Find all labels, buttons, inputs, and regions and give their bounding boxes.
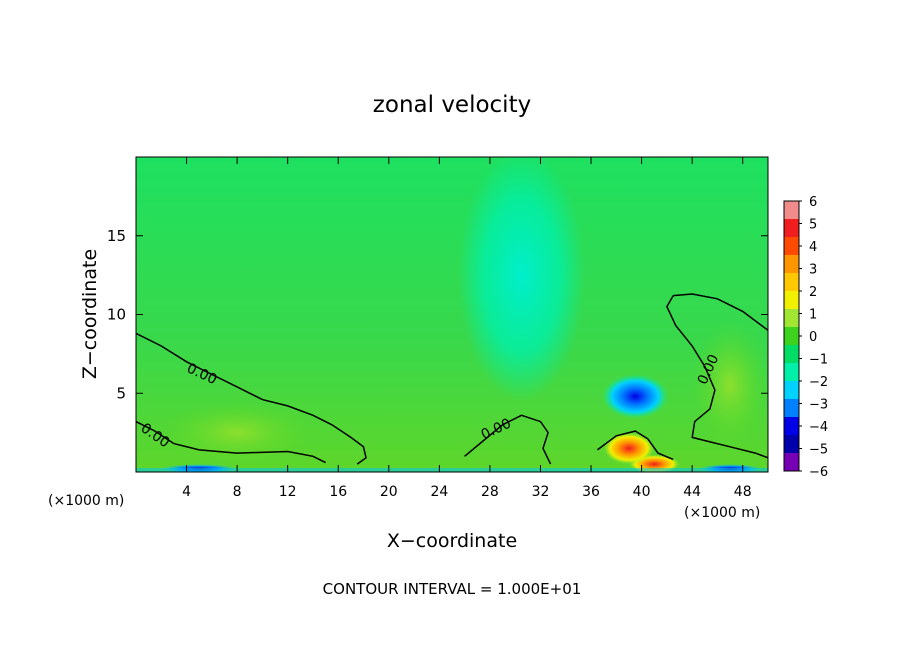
colorbar-swatch-3 [784,255,799,274]
contour-line-2 [464,414,552,465]
colorbar-swatch-14 [784,453,799,472]
colorbar-swatch-10 [784,381,799,400]
field-feature-5 [161,401,313,465]
colorbar-tick-label-0: 6 [809,195,817,210]
x-tick-label-1: 8 [233,484,242,500]
field-feature-6 [692,322,768,449]
y-tick-label-1: 10 [107,306,126,324]
zero-contours [136,293,768,465]
contour-interval-note: CONTOUR INTERVAL = 1.000E+01 [323,580,582,598]
velocity-field [136,157,768,472]
contour-line-0 [136,332,367,465]
colorbar-tick-label-6: 0 [809,330,817,345]
contour-line-5 [596,430,674,461]
x-tick-label-10: 44 [683,484,701,500]
colorbar-swatch-11 [784,399,799,418]
colorbar-tick-label-8: −2 [809,375,828,390]
x-tick-label-7: 32 [532,484,550,500]
surface-layer [136,468,768,472]
y-tick-label-2: 15 [107,227,126,245]
colorbar-swatch-9 [784,363,799,382]
colorbar-swatch-6 [784,309,799,328]
colorbar-swatch-7 [784,327,799,346]
x-tick-label-0: 4 [182,484,191,500]
field-feature-0 [602,374,669,419]
colorbar-swatch-5 [784,291,799,310]
x-unit-left: (×1000 m) [48,493,124,509]
y-axis-label: Z−coordinate [79,249,101,379]
contour-line-1 [136,420,326,464]
colorbar-tick-label-12: −6 [809,465,828,480]
colorbar-tick-label-9: −3 [809,398,828,413]
colorbar-swatch-4 [784,273,799,292]
colorbar-tick-label-2: 4 [809,240,817,255]
colorbar: 6 5 4 3 2 1 0 −1 −2 −3 −4 −5 −6 [783,195,828,480]
x-tick-label-5: 24 [430,484,448,500]
field-feature-7 [603,432,655,465]
colorbar-tick-label-4: 2 [809,285,817,300]
y-tick-label-0: 5 [116,384,126,402]
colorbar-tick-label-7: −1 [809,353,828,368]
chart-title: zonal velocity [373,92,531,118]
colorbar-swatch-13 [784,435,799,454]
x-tick-label-11: 48 [734,484,752,500]
x-tick-label-3: 16 [329,484,347,500]
x-axis-label: X−coordinate [387,530,517,552]
colorbar-tick-label-11: −5 [809,443,828,458]
x-tick-label-9: 40 [633,484,651,500]
colorbar-swatch-8 [784,345,799,364]
colorbar-tick-label-1: 5 [809,218,817,233]
colorbar-swatch-1 [784,219,799,238]
contour-line-4 [673,293,768,331]
x-unit-right: (×1000 m) [684,505,760,521]
x-tick-label-2: 12 [279,484,297,500]
field-feature-1 [458,157,585,402]
colorbar-swatch-0 [784,201,799,220]
x-tick-label-8: 36 [582,484,600,500]
colorbar-tick-label-5: 1 [809,308,817,323]
x-tick-label-4: 20 [380,484,398,500]
contour-line-3 [666,295,768,459]
colorbar-tick-label-10: −4 [809,420,828,435]
x-tick-label-6: 28 [481,484,499,500]
colorbar-swatch-12 [784,417,799,436]
colorbar-tick-label-3: 3 [809,263,817,278]
colorbar-swatch-2 [784,237,799,256]
